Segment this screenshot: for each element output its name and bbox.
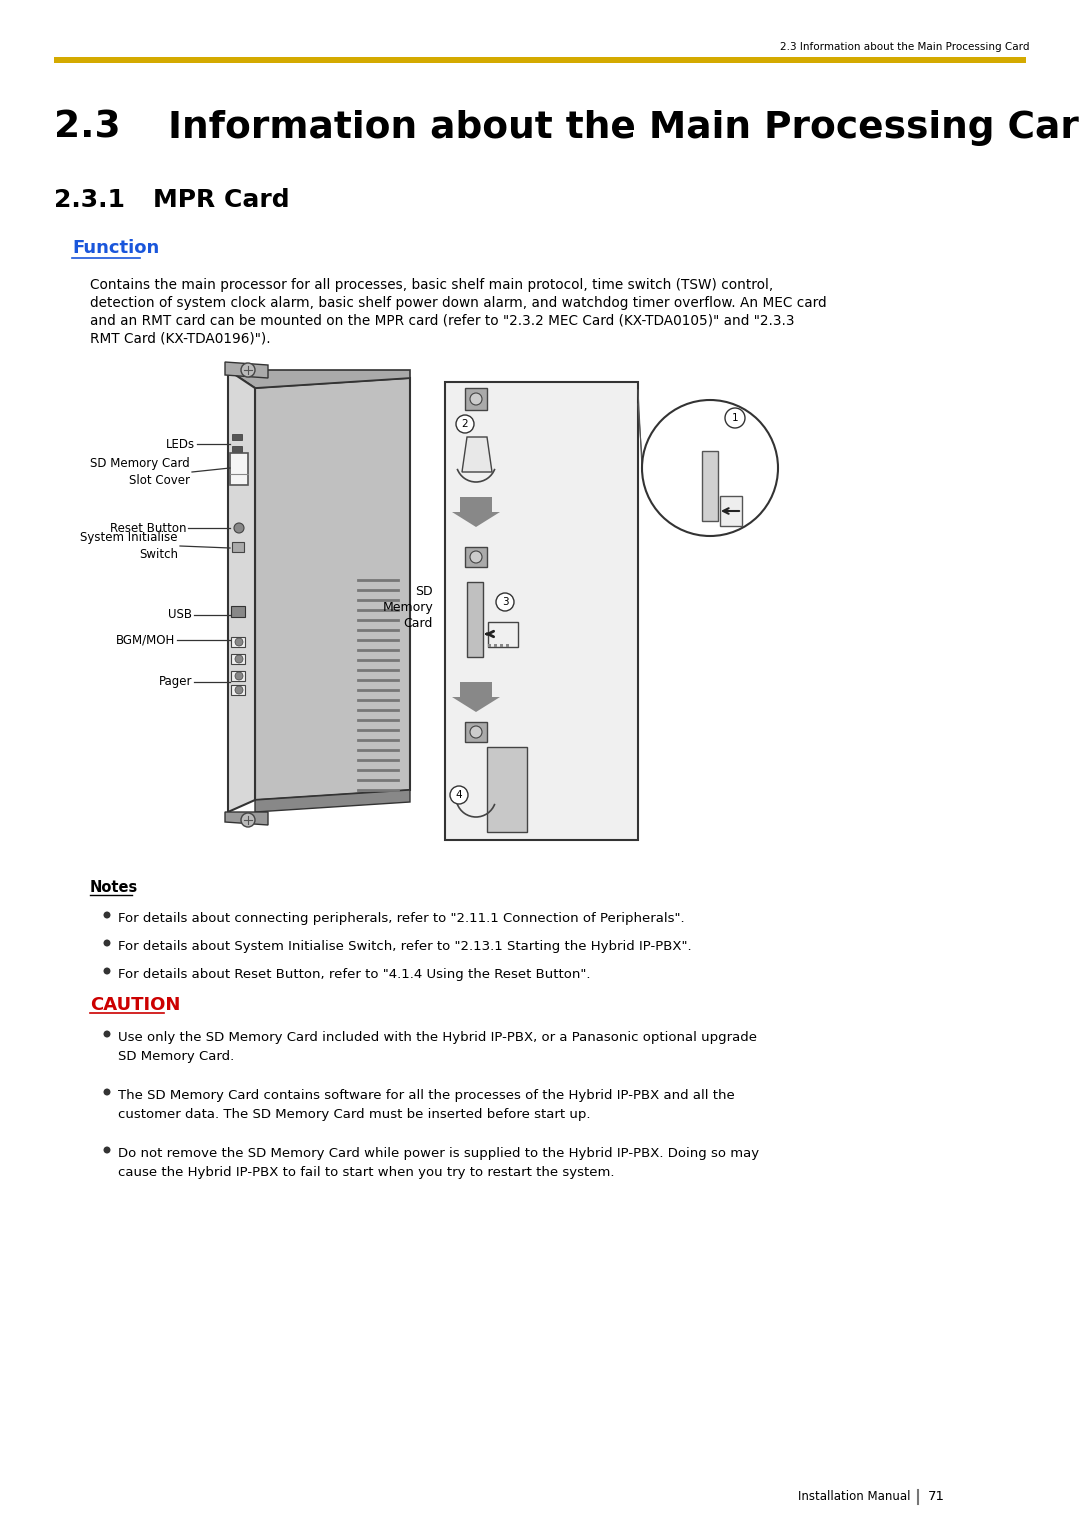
Polygon shape	[228, 370, 255, 811]
Text: SD Memory Card.: SD Memory Card.	[118, 1050, 234, 1063]
Text: The SD Memory Card contains software for all the processes of the Hybrid IP-PBX : The SD Memory Card contains software for…	[118, 1089, 734, 1102]
Text: 2.3: 2.3	[54, 110, 121, 147]
Bar	[231, 671, 245, 681]
Circle shape	[642, 400, 778, 536]
Text: Notes: Notes	[90, 880, 138, 895]
Circle shape	[470, 393, 482, 405]
Bar	[500, 643, 503, 646]
Bar	[465, 723, 487, 743]
Circle shape	[104, 1088, 110, 1096]
Bar	[232, 434, 242, 440]
Text: Installation Manual: Installation Manual	[797, 1490, 910, 1504]
Text: and an RMT card can be mounted on the MPR card (refer to "2.3.2 MEC Card (KX-TDA: and an RMT card can be mounted on the MP…	[90, 313, 795, 329]
Polygon shape	[228, 370, 410, 388]
Circle shape	[725, 408, 745, 428]
Text: BGM/MOH: BGM/MOH	[116, 634, 175, 646]
Text: CAUTION: CAUTION	[90, 996, 180, 1015]
Text: 2: 2	[461, 419, 469, 429]
Polygon shape	[453, 497, 500, 527]
Text: MPR Card: MPR Card	[153, 188, 289, 212]
Polygon shape	[225, 362, 268, 377]
Bar	[467, 582, 483, 657]
Bar	[231, 607, 245, 617]
Text: Pager: Pager	[159, 675, 192, 689]
Circle shape	[456, 416, 474, 432]
Circle shape	[235, 686, 243, 694]
Bar	[488, 643, 491, 646]
Polygon shape	[255, 377, 410, 801]
Circle shape	[104, 1030, 110, 1038]
Polygon shape	[453, 681, 500, 712]
Text: 2.3 Information about the Main Processing Card: 2.3 Information about the Main Processin…	[781, 41, 1030, 52]
Circle shape	[234, 523, 244, 533]
Text: Do not remove the SD Memory Card while power is supplied to the Hybrid IP-PBX. D: Do not remove the SD Memory Card while p…	[118, 1148, 759, 1160]
Text: cause the Hybrid IP-PBX to fail to start when you try to restart the system.: cause the Hybrid IP-PBX to fail to start…	[118, 1166, 615, 1180]
Bar	[231, 685, 245, 695]
Bar	[54, 57, 1026, 63]
Bar	[488, 622, 518, 646]
Text: System Initialise
Switch: System Initialise Switch	[81, 532, 178, 561]
Bar	[465, 547, 487, 567]
Text: For details about Reset Button, refer to "4.1.4 Using the Reset Button".: For details about Reset Button, refer to…	[118, 969, 591, 981]
Bar	[487, 747, 527, 833]
Bar	[507, 643, 509, 646]
Polygon shape	[255, 790, 410, 811]
Bar	[232, 446, 242, 452]
Bar	[445, 382, 638, 840]
Circle shape	[235, 639, 243, 646]
Text: Information about the Main Processing Card: Information about the Main Processing Ca…	[168, 110, 1080, 147]
Text: 71: 71	[928, 1490, 945, 1504]
Bar	[465, 388, 487, 410]
Text: detection of system clock alarm, basic shelf power down alarm, and watchdog time: detection of system clock alarm, basic s…	[90, 296, 826, 310]
Circle shape	[450, 785, 468, 804]
Text: Contains the main processor for all processes, basic shelf main protocol, time s: Contains the main processor for all proc…	[90, 278, 773, 292]
Circle shape	[235, 672, 243, 680]
Text: For details about connecting peripherals, refer to "2.11.1 Connection of Periphe: For details about connecting peripherals…	[118, 912, 685, 924]
Circle shape	[241, 813, 255, 827]
Circle shape	[235, 656, 243, 663]
Bar	[494, 643, 497, 646]
Circle shape	[241, 364, 255, 377]
Circle shape	[104, 1146, 110, 1154]
Text: For details about System Initialise Switch, refer to "2.13.1 Starting the Hybrid: For details about System Initialise Swit…	[118, 940, 691, 953]
Text: SD Memory Card
Slot Cover: SD Memory Card Slot Cover	[91, 457, 190, 486]
Circle shape	[470, 726, 482, 738]
Text: USB: USB	[168, 608, 192, 622]
Bar	[231, 654, 245, 665]
Polygon shape	[462, 437, 492, 472]
Text: 2.3.1: 2.3.1	[54, 188, 125, 212]
Bar	[231, 637, 245, 646]
Circle shape	[104, 967, 110, 975]
Text: Reset Button: Reset Button	[109, 521, 186, 535]
Text: 1: 1	[731, 413, 739, 423]
Text: Function: Function	[72, 238, 159, 257]
Circle shape	[470, 552, 482, 562]
Bar	[232, 542, 244, 552]
Text: LEDs: LEDs	[166, 437, 195, 451]
Bar	[720, 497, 742, 526]
Text: SD
Memory
Card: SD Memory Card	[382, 585, 433, 630]
Text: 3: 3	[502, 597, 509, 607]
Circle shape	[496, 593, 514, 611]
Text: Use only the SD Memory Card included with the Hybrid IP-PBX, or a Panasonic opti: Use only the SD Memory Card included wit…	[118, 1031, 757, 1044]
Circle shape	[104, 912, 110, 918]
Text: RMT Card (KX-TDA0196)").: RMT Card (KX-TDA0196)").	[90, 332, 271, 345]
Circle shape	[104, 940, 110, 946]
Text: customer data. The SD Memory Card must be inserted before start up.: customer data. The SD Memory Card must b…	[118, 1108, 591, 1122]
Text: 4: 4	[456, 790, 462, 801]
Polygon shape	[225, 811, 268, 825]
Bar	[702, 451, 718, 521]
Bar	[230, 452, 248, 484]
